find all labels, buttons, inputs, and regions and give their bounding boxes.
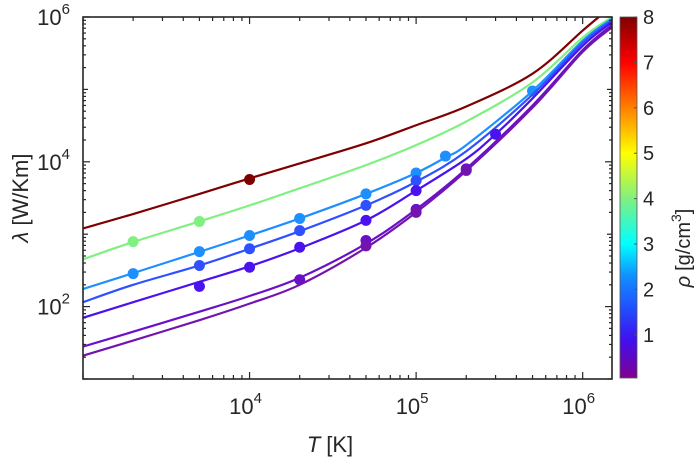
x-tick-labels: 104 105 106 [229,390,595,419]
data-point-rho-3.9-1 [193,215,205,227]
axes-box [82,16,613,380]
y-tick-label-2: 106 [37,1,70,30]
series-line-rho-8 [83,17,600,230]
y-tick-label-0: 102 [37,291,70,320]
colorbar-tick-label-7: 8 [643,7,654,29]
data-point-rho-2.3-5 [410,167,422,179]
data-point-rho-2.3-3 [294,212,306,224]
data-point-rho-1.5-1 [244,243,256,255]
colorbar-tick-label-0: 1 [643,325,654,347]
data-point-rho-2.3-7 [527,85,539,97]
series-line-rho-0.9 [83,21,612,319]
data-point-rho-0.9-3 [360,214,372,226]
colorbar-label: ρ [g/cm3] [668,209,695,289]
x-tick-exp: 6 [587,390,595,407]
series-rho-2.3 [83,17,612,291]
data-point-rho-0.9-4 [410,185,422,197]
x-tick-exp: 5 [420,390,428,407]
series-layer [83,17,612,357]
series-rho-0.9 [83,21,612,319]
series-line-rho-2.3 [83,17,612,291]
data-point-rho-8-0 [244,173,256,185]
x-axis-unit: [K] [326,432,353,457]
data-point-rho-1.5-2 [294,225,306,237]
x-tick-base: 10 [229,394,253,419]
colorbar-label-close: ] [673,209,695,215]
colorbar-label-sup: 3 [668,214,684,222]
colorbar-tick-label-3: 4 [643,189,654,211]
colorbar-tick-label-4: 5 [643,143,654,165]
data-point-rho-0.9-2 [294,241,306,253]
data-point-rho-2.3-4 [360,188,372,200]
data-point-rho-0.25-1 [410,206,422,218]
series-rho-0.25 [83,26,612,357]
x-tick-label-0: 104 [229,390,262,419]
y-tick-base: 10 [37,150,61,175]
colorbar-gradient [619,16,638,379]
y-tick-exp: 6 [62,1,70,18]
colorbar-label-var: ρ [673,276,695,288]
series-rho-1.5 [83,19,612,304]
colorbar-tick-label-6: 7 [643,52,654,74]
plot-area [83,17,612,379]
axes [82,16,613,380]
series-rho-8 [83,17,600,230]
data-point-rho-2.3-0 [127,268,139,280]
colorbar-tick-label-2: 3 [643,234,654,256]
x-axis-var: T [307,432,322,457]
y-tick-label-1: 104 [37,146,70,175]
data-point-rho-2.3-6 [439,150,451,162]
data-point-rho-1.5-0 [193,259,205,271]
data-point-rho-2.3-1 [193,246,205,258]
data-point-rho-1.5-4 [410,175,422,187]
y-tick-base: 10 [37,295,61,320]
data-point-rho-0.9-5 [490,128,502,140]
y-axis-label: λ [W/Km] [8,154,33,244]
series-rho-3.9 [83,17,612,261]
data-point-rho-3.9-0 [127,236,139,248]
data-point-rho-2.3-2 [244,229,256,241]
x-tick-label-1: 105 [396,390,429,419]
y-axis-var: λ [8,232,33,244]
x-axis-label: T [K] [307,432,353,457]
data-point-rho-0.9-0 [193,280,205,292]
colorbar-tick-label-1: 2 [643,279,654,301]
data-point-rho-0.9-1 [244,261,256,273]
data-point-rho-0.25-0 [360,240,372,252]
y-tick-exp: 4 [62,146,70,163]
x-tick-base: 10 [396,394,420,419]
y-tick-base: 10 [37,5,61,30]
colorbar-ticks: 1 2 3 4 5 6 7 8 [634,7,654,347]
x-tick-base: 10 [562,394,586,419]
series-line-rho-3.9 [83,17,612,261]
y-axis-unit: [W/Km] [8,154,33,226]
x-tick-label-2: 106 [562,390,595,419]
colorbar-label-unit: [g/cm [673,222,695,271]
colorbar-tick-label-5: 6 [643,98,654,120]
data-point-rho-0.25-2 [460,164,472,176]
y-tick-exp: 2 [62,291,70,308]
x-tick-exp: 4 [254,390,262,407]
data-point-rho-1.5-3 [360,199,372,211]
